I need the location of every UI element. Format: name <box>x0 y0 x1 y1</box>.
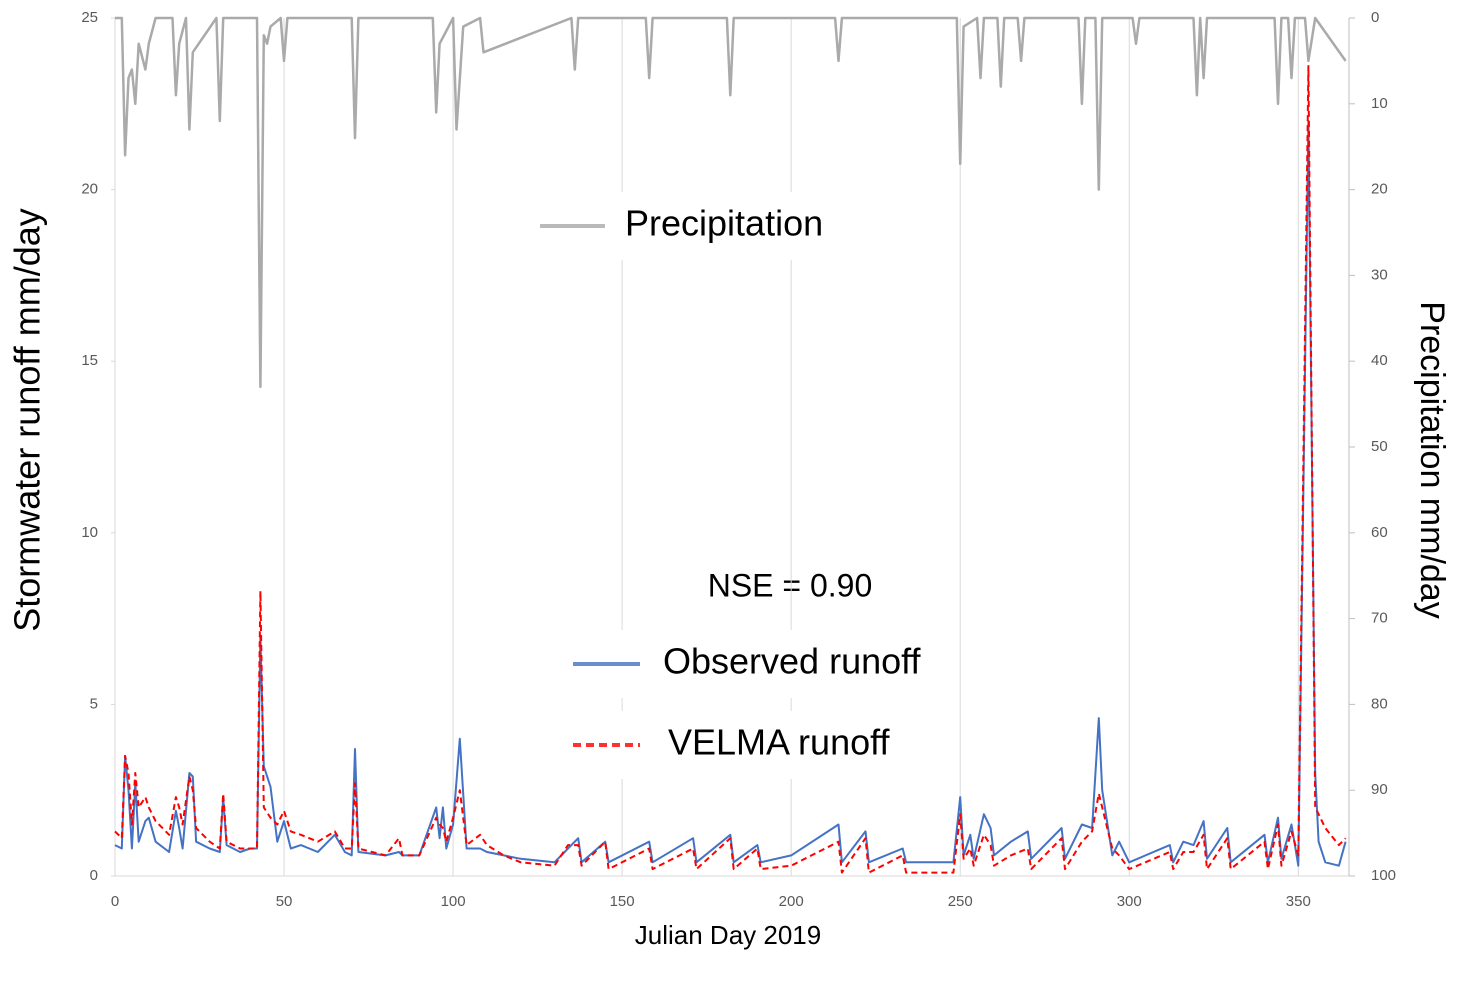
series-line <box>115 16 1347 389</box>
series-line <box>114 65 1347 874</box>
y-tick-label: 15 <box>81 352 98 369</box>
x-axis-label: Julian Day 2019 <box>635 920 821 950</box>
x-tick-label: 200 <box>779 893 804 910</box>
x-tick-label: 350 <box>1286 893 1311 910</box>
y-tick-label: 0 <box>90 867 98 884</box>
x-tick-label: 100 <box>441 893 466 910</box>
y2-tick-label: 70 <box>1371 610 1388 627</box>
y-tick-label: 10 <box>81 524 98 541</box>
series-line <box>114 120 1347 867</box>
x-tick-label: 150 <box>610 893 635 910</box>
y2-tick-label: 10 <box>1371 95 1388 112</box>
y2-tick-label: 20 <box>1371 181 1388 198</box>
y-tick-label: 20 <box>81 181 98 198</box>
y2-tick-label: 80 <box>1371 695 1388 712</box>
y2-tick-label: 90 <box>1371 781 1388 798</box>
x-tick-label: 300 <box>1117 893 1142 910</box>
legend-label: Observed runoff <box>663 641 921 682</box>
y2-tick-label: 100 <box>1371 867 1396 884</box>
legend-label: Precipitation <box>625 203 823 244</box>
y-tick-label: 5 <box>90 695 98 712</box>
y2-tick-label: 30 <box>1371 266 1388 283</box>
legend-label: VELMA runoff <box>668 722 890 763</box>
x-tick-label: 0 <box>111 893 119 910</box>
annotation: NSE = 0.90 <box>708 567 873 603</box>
y-axis-label: Stormwater runoff mm/day <box>7 208 48 631</box>
x-tick-label: 250 <box>948 893 973 910</box>
y2-tick-label: 0 <box>1371 9 1379 26</box>
y2-axis-label: Precipitation mm/day <box>1413 301 1451 618</box>
x-tick-label: 50 <box>276 893 293 910</box>
y-tick-label: 25 <box>81 9 98 26</box>
y2-tick-label: 50 <box>1371 438 1388 455</box>
y2-tick-label: 60 <box>1371 524 1388 541</box>
y2-tick-label: 40 <box>1371 352 1388 369</box>
